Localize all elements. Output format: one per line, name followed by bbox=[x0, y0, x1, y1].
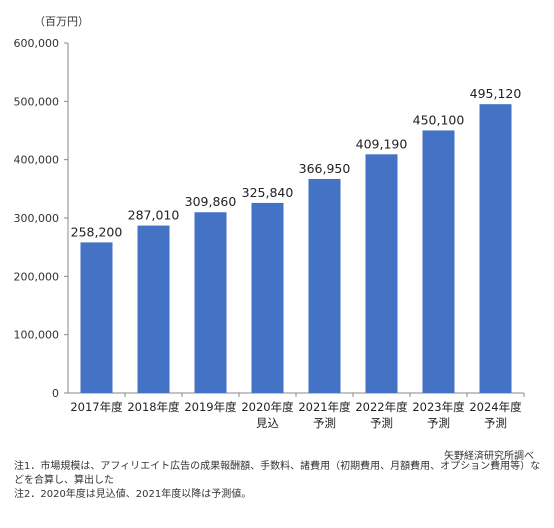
y-tick-label: 0 bbox=[52, 387, 59, 400]
footnote-2: 注2．2020年度は見込値、2021年度以降は予測値。 bbox=[14, 489, 252, 500]
x-tick-label: 2022年度 bbox=[355, 400, 408, 414]
y-tick-label: 600,000 bbox=[14, 37, 60, 50]
y-axis-unit-label: （百万円） bbox=[34, 15, 89, 28]
data-label: 495,120 bbox=[470, 86, 522, 101]
bar bbox=[137, 225, 170, 393]
data-label: 287,010 bbox=[128, 208, 180, 223]
bar-chart: 0 100,000 200,000 300,000 400,000 500,000 600,… bbox=[14, 37, 525, 430]
x-tick-label: 2023年度 bbox=[412, 400, 465, 414]
x-tick-label: 2019年度 bbox=[184, 400, 237, 414]
bar bbox=[194, 212, 227, 393]
footnotes: 注1．市場規模は、アフィリエイト広告の成果報酬額、手数料、諸費用（初期費用、月額… bbox=[14, 460, 544, 502]
y-tick-label: 300,000 bbox=[14, 212, 60, 225]
source-credit: 矢野経済研究所調べ bbox=[444, 451, 534, 462]
footnote-1: 注1．市場規模は、アフィリエイト広告の成果報酬額、手数料、諸費用（初期費用、月額… bbox=[14, 461, 541, 486]
y-tick-label: 100,000 bbox=[14, 329, 60, 342]
x-tick-label: 予測 bbox=[313, 416, 336, 430]
data-label: 258,200 bbox=[71, 224, 123, 239]
x-tick-label: 予測 bbox=[427, 416, 450, 430]
x-tick-label: 見込 bbox=[256, 416, 279, 430]
bar bbox=[422, 130, 455, 394]
x-tick-label: 2024年度 bbox=[469, 400, 522, 414]
bar bbox=[80, 242, 113, 393]
data-label: 325,840 bbox=[242, 185, 294, 200]
y-tick-label: 500,000 bbox=[14, 95, 60, 108]
y-tick-label: 400,000 bbox=[14, 154, 60, 167]
x-tick-label: 予測 bbox=[484, 416, 507, 430]
data-label: 366,950 bbox=[299, 161, 351, 176]
bar bbox=[479, 104, 512, 394]
bar bbox=[251, 202, 284, 393]
x-tick-label: 2021年度 bbox=[298, 400, 351, 414]
y-tick-label: 200,000 bbox=[14, 270, 60, 283]
x-tick-label: 予測 bbox=[370, 416, 393, 430]
bar bbox=[308, 178, 341, 393]
x-tick-label: 2018年度 bbox=[127, 400, 180, 414]
data-label: 450,100 bbox=[413, 112, 465, 127]
x-tick-label: 2017年度 bbox=[70, 400, 123, 414]
x-tick-label: 2020年度 bbox=[241, 400, 294, 414]
data-label: 309,860 bbox=[185, 194, 237, 209]
data-label: 409,190 bbox=[356, 136, 408, 151]
bar bbox=[365, 154, 398, 393]
